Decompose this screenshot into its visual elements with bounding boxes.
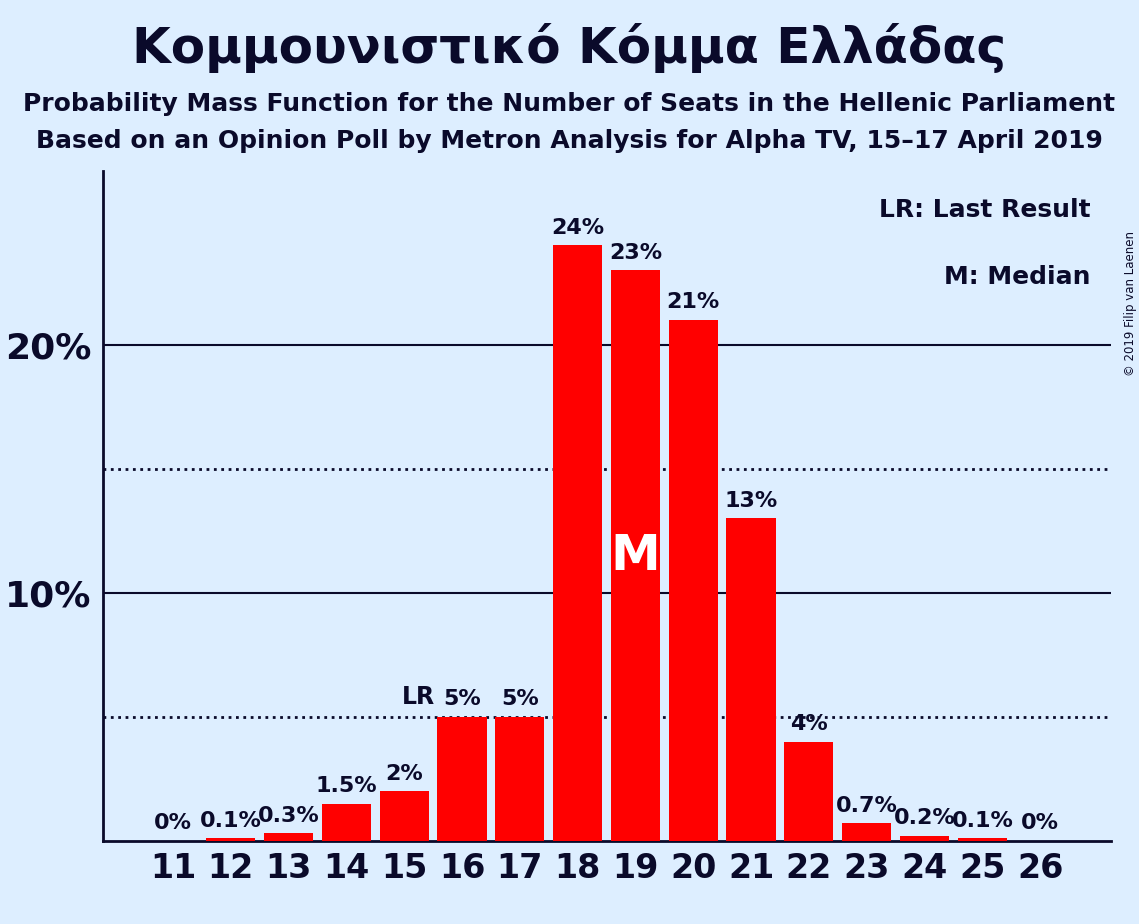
Text: Probability Mass Function for the Number of Seats in the Hellenic Parliament: Probability Mass Function for the Number…	[24, 92, 1115, 116]
Text: Κομμουνιστικό Κόμμα Ελλάδας: Κομμουνιστικό Κόμμα Ελλάδας	[132, 23, 1007, 73]
Bar	[264, 833, 313, 841]
Bar	[669, 320, 718, 841]
Text: 13%: 13%	[724, 491, 778, 511]
Text: 5%: 5%	[501, 689, 539, 710]
Text: LR: LR	[401, 686, 434, 710]
Text: © 2019 Filip van Laenen: © 2019 Filip van Laenen	[1124, 231, 1137, 376]
Text: 4%: 4%	[790, 714, 828, 735]
Bar	[785, 742, 834, 841]
Text: 23%: 23%	[609, 243, 662, 262]
Text: 0.7%: 0.7%	[836, 796, 898, 816]
Text: 24%: 24%	[551, 218, 604, 238]
Bar	[437, 717, 486, 841]
Bar	[842, 823, 891, 841]
Text: 0.3%: 0.3%	[257, 806, 319, 826]
Text: 5%: 5%	[443, 689, 481, 710]
Bar	[379, 791, 428, 841]
Bar	[900, 836, 949, 841]
Text: 0%: 0%	[154, 813, 191, 833]
Text: 1.5%: 1.5%	[316, 776, 377, 796]
Bar	[554, 246, 603, 841]
Bar	[322, 804, 371, 841]
Text: M: M	[611, 531, 661, 579]
Bar	[611, 270, 659, 841]
Text: M: Median: M: Median	[944, 265, 1090, 288]
Text: 0%: 0%	[1022, 813, 1059, 833]
Text: Based on an Opinion Poll by Metron Analysis for Alpha TV, 15–17 April 2019: Based on an Opinion Poll by Metron Analy…	[36, 129, 1103, 153]
Text: 21%: 21%	[666, 292, 720, 312]
Bar	[958, 838, 1007, 841]
Text: 0.1%: 0.1%	[951, 811, 1014, 831]
Bar	[727, 518, 776, 841]
Text: 0.2%: 0.2%	[894, 808, 956, 829]
Text: 2%: 2%	[385, 764, 423, 784]
Text: 0.1%: 0.1%	[199, 811, 262, 831]
Bar	[206, 838, 255, 841]
Bar	[495, 717, 544, 841]
Text: LR: Last Result: LR: Last Result	[879, 198, 1090, 222]
